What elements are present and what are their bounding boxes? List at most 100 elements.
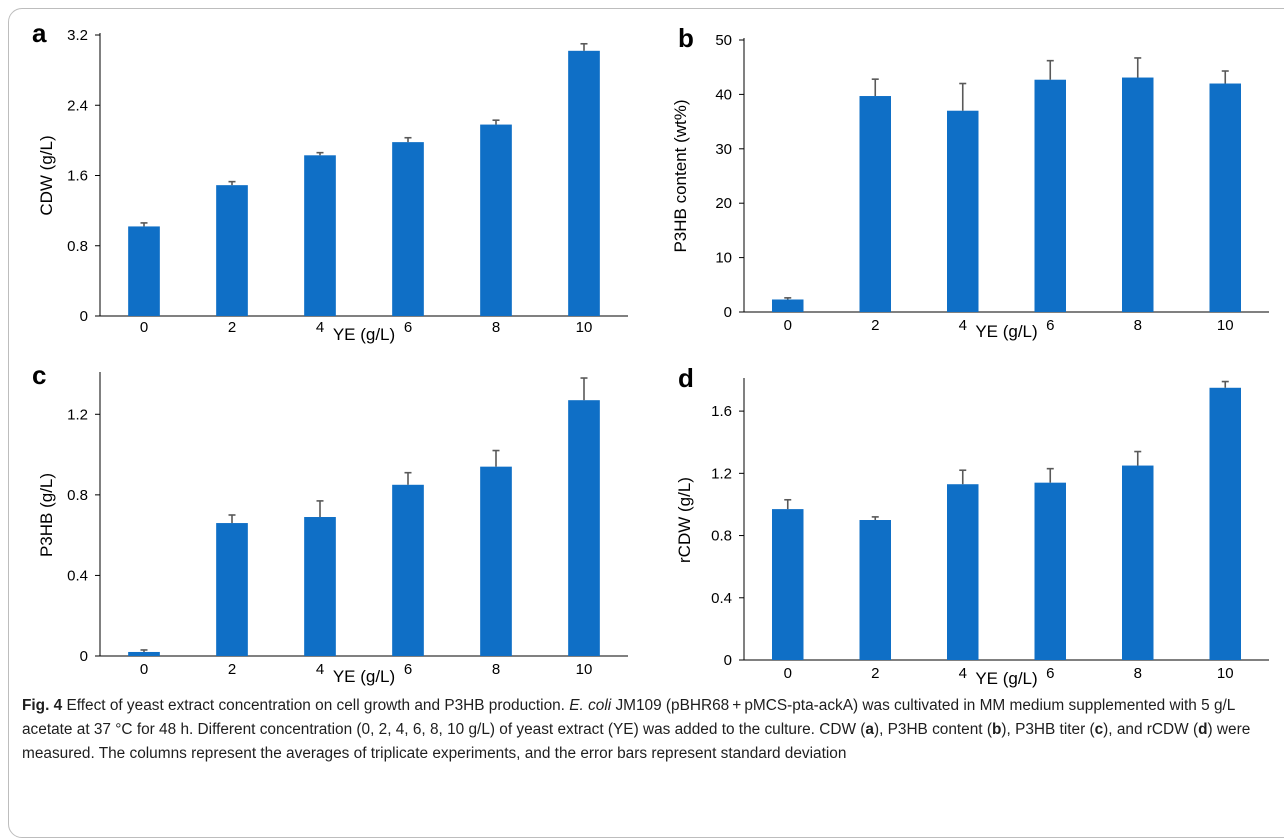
bar	[1209, 387, 1241, 660]
x-tick-label: 10	[576, 661, 593, 678]
caption-text-5: ), and rCDW (	[1103, 721, 1199, 738]
panel-label: b	[678, 23, 694, 53]
y-tick-label: 30	[715, 141, 732, 158]
bar	[480, 466, 512, 656]
x-tick-label: 8	[1134, 665, 1142, 682]
bar	[772, 509, 804, 660]
bar	[1122, 465, 1154, 660]
y-tick-label: 1.6	[711, 403, 732, 420]
y-tick-label: 1.2	[67, 406, 88, 423]
x-tick-label: 2	[871, 665, 879, 682]
caption-ref-a: a	[865, 721, 874, 738]
bar	[1034, 482, 1066, 660]
chart-panel-d: d 0 0.4 0.8 1.2 1.6 0 2 4 6 8 10 YE (g/L) rCDW (g/L)	[642, 352, 1284, 688]
y-tick-label: 0.8	[711, 528, 732, 545]
bar	[392, 484, 424, 656]
panel-label: c	[32, 360, 46, 390]
x-tick-label: 6	[1046, 317, 1054, 334]
y-tick-label: 40	[715, 86, 732, 103]
y-tick-label: 0	[724, 304, 732, 321]
caption-organism: E. coli	[569, 697, 612, 714]
x-tick-label: 6	[404, 661, 412, 678]
caption-text-4: ), P3HB titer (	[1001, 721, 1095, 738]
bar	[1209, 83, 1241, 313]
figure-caption: Fig. 4 Effect of yeast extract concentra…	[22, 694, 1267, 766]
x-tick-label: 4	[316, 661, 324, 678]
y-tick-label: 1.6	[67, 168, 88, 185]
chart-d-svg: d 0 0.4 0.8 1.2 1.6 0 2 4 6 8 10 YE (g/L) rCDW (g/L)	[675, 363, 1269, 688]
bar	[392, 142, 424, 316]
x-tick-label: 10	[1217, 665, 1234, 682]
x-tick-label: 2	[228, 319, 236, 336]
y-tick-label: 0.4	[67, 567, 88, 584]
caption-ref-c: c	[1094, 721, 1104, 738]
chart-panel-b: b 0 10 20 30 40 50 0 2 4 6 8 10 YE (g/L) P3HB content …	[642, 0, 1284, 350]
chart-panel-a: a 0 0.8 1.6 2.4 3.2 0 2 4 6 8 10 YE (g/L) CDW (g/L)	[0, 0, 640, 350]
caption-fig-label: Fig. 4	[22, 697, 63, 714]
x-tick-label: 4	[959, 317, 967, 334]
bar	[859, 96, 891, 312]
bar	[568, 50, 600, 317]
bar	[216, 185, 248, 316]
y-tick-label: 3.2	[67, 27, 88, 44]
caption-text-3: ), P3HB content (	[873, 721, 992, 738]
x-tick-label: 6	[404, 319, 412, 336]
caption-ref-d: d	[1198, 721, 1208, 738]
bar	[772, 299, 804, 312]
y-tick-label: 20	[715, 195, 732, 212]
x-tick-label: 6	[1046, 665, 1054, 682]
y-tick-label: 0.8	[67, 238, 88, 255]
y-axis-title: CDW (g/L)	[37, 135, 56, 215]
panel-label: d	[678, 363, 694, 393]
x-tick-label: 8	[492, 661, 500, 678]
bar	[1122, 77, 1154, 312]
x-tick-label: 2	[228, 661, 236, 678]
chart-panel-c: c 0 0.4 0.8 1.2 0 2 4 6 8 10 YE (g/L) P3HB (g/L)	[0, 352, 640, 688]
bar	[128, 651, 160, 656]
x-tick-label: 8	[492, 319, 500, 336]
x-tick-label: 4	[316, 319, 324, 336]
bar	[947, 484, 979, 660]
panel-label: a	[32, 18, 47, 48]
x-tick-label: 2	[871, 317, 879, 334]
bar	[859, 520, 891, 660]
x-tick-label: 0	[140, 319, 148, 336]
x-axis-title: YE (g/L)	[975, 322, 1037, 341]
x-tick-label: 8	[1134, 317, 1142, 334]
y-axis-title: P3HB content (wt%)	[671, 99, 690, 252]
x-tick-label: 0	[140, 661, 148, 678]
bar	[304, 155, 336, 316]
caption-ref-b: b	[991, 721, 1002, 738]
caption-text-2: JM109 (pBHR68 + pMCS-pta-ackA) was culti…	[22, 697, 1235, 738]
y-tick-label: 0.4	[711, 590, 732, 607]
y-tick-label: 0	[80, 648, 88, 665]
chart-a-svg: a 0 0.8 1.6 2.4 3.2 0 2 4 6 8 10 YE (g/L) CDW (g/L)	[32, 18, 628, 344]
x-axis-title: YE (g/L)	[333, 667, 395, 686]
y-axis-title: P3HB (g/L)	[37, 473, 56, 557]
caption-text-6: ) were measured. The columns represent t…	[22, 721, 1251, 762]
chart-b-svg: b 0 10 20 30 40 50 0 2 4 6 8 10 YE (g/L) P3HB content …	[671, 23, 1269, 341]
y-tick-label: 1.2	[711, 465, 732, 482]
bar	[947, 110, 979, 312]
bar	[128, 226, 160, 316]
y-tick-label: 50	[715, 32, 732, 49]
y-tick-label: 10	[715, 250, 732, 267]
caption-text-1: Effect of yeast extract concentration on…	[62, 697, 570, 714]
chart-c-svg: c 0 0.4 0.8 1.2 0 2 4 6 8 10 YE (g/L) P3HB (g/L)	[32, 360, 628, 686]
y-tick-label: 2.4	[67, 97, 88, 114]
x-tick-label: 0	[784, 665, 792, 682]
y-tick-label: 0.8	[67, 487, 88, 504]
bar	[1034, 79, 1066, 312]
x-axis-title: YE (g/L)	[333, 325, 395, 344]
bar	[216, 523, 248, 656]
bar	[480, 124, 512, 316]
y-tick-label: 0	[724, 652, 732, 669]
bar	[568, 400, 600, 656]
x-tick-label: 0	[784, 317, 792, 334]
x-tick-label: 4	[959, 665, 967, 682]
y-axis-title: rCDW (g/L)	[675, 477, 694, 563]
x-tick-label: 10	[576, 319, 593, 336]
bar	[304, 517, 336, 656]
y-tick-label: 0	[80, 308, 88, 325]
x-tick-label: 10	[1217, 317, 1234, 334]
